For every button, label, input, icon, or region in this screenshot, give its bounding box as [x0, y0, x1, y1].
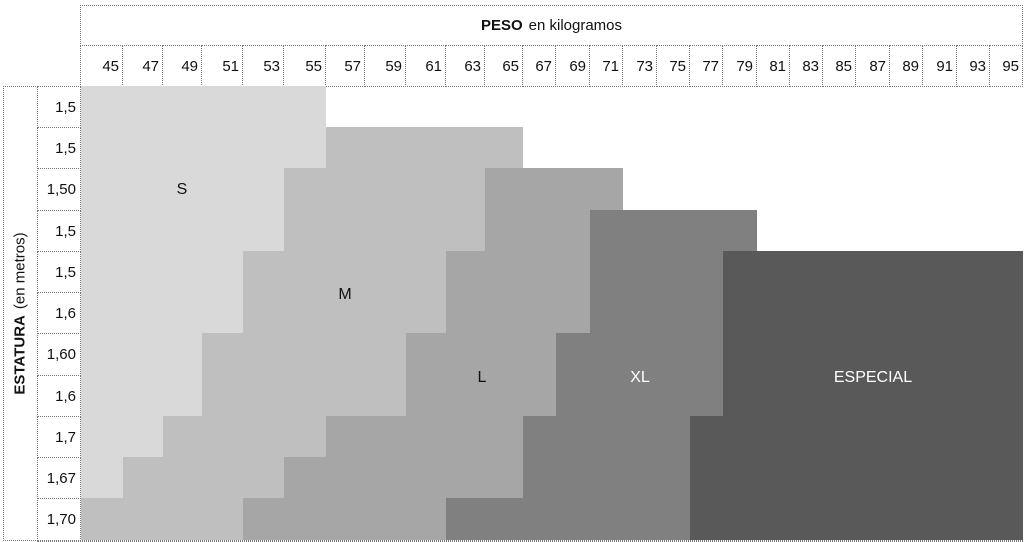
size-region-l [485, 168, 623, 211]
y-tick-label: 1,6 [37, 375, 81, 417]
y-tick-label: 1,60 [37, 333, 81, 376]
x-tick-label: 55 [283, 45, 326, 87]
size-region-m [81, 498, 243, 540]
x-tick-label: 81 [756, 45, 790, 87]
y-tick-label: 1,5 [37, 127, 81, 169]
size-region-s [81, 251, 243, 293]
size-region-s [81, 168, 284, 211]
size-region-especial [723, 292, 1023, 334]
size-region-m [202, 333, 406, 376]
size-region-xl [590, 210, 757, 252]
size-region-l [485, 210, 590, 252]
size-region-m [123, 457, 284, 499]
size-region-especial [723, 333, 1023, 376]
x-tick-label: 87 [855, 45, 890, 87]
x-tick-label: 91 [922, 45, 957, 87]
title-rest: en kilogramos [528, 17, 623, 34]
y-tick-label: 1,70 [37, 498, 81, 541]
size-region-especial [723, 375, 1023, 417]
size-region-l [284, 457, 523, 499]
size-region-l [243, 498, 446, 540]
y-tick-label: 1,5 [37, 86, 81, 128]
x-tick-label: 83 [789, 45, 823, 87]
size-region-s [81, 457, 123, 499]
size-region-m [326, 127, 523, 169]
size-region-especial [723, 251, 1023, 293]
chart-title: PESO en kilogramos [80, 5, 1023, 46]
x-tick-label: 75 [656, 45, 690, 87]
size-region-l [406, 375, 556, 417]
size-region-m [243, 292, 446, 334]
size-region-l [406, 333, 556, 376]
size-region-xl [523, 416, 690, 458]
x-tick-label: 59 [364, 45, 406, 87]
size-region-l [326, 416, 523, 458]
size-region-s [81, 333, 202, 376]
y-axis-label: ESTATURA (en metros) [3, 86, 38, 541]
size-region-m [243, 251, 446, 293]
size-label: XL [630, 369, 650, 386]
size-region-s [81, 292, 243, 334]
size-region-s [81, 375, 202, 417]
size-region-m [284, 168, 485, 211]
size-region-xl [590, 292, 723, 334]
size-region-xl [590, 251, 723, 293]
x-tick-label: 77 [689, 45, 723, 87]
size-region-especial [690, 457, 1023, 499]
x-tick-label: 45 [80, 45, 123, 87]
x-tick-label: 61 [405, 45, 446, 87]
size-label: S [176, 181, 188, 198]
x-tick-label: 65 [484, 45, 523, 87]
x-tick-label: 71 [589, 45, 623, 87]
size-region-l [446, 251, 590, 293]
x-tick-label: 93 [956, 45, 990, 87]
x-tick-label: 79 [722, 45, 757, 87]
x-tick-label: 89 [889, 45, 923, 87]
x-tick-label: 57 [325, 45, 365, 87]
size-region-s [81, 86, 326, 128]
size-region-l [446, 292, 590, 334]
size-region-xl [556, 375, 723, 417]
x-tick-label: 95 [989, 45, 1023, 87]
ylabel-rest: (en metros) [12, 232, 30, 310]
y-tick-label: 1,5 [37, 251, 81, 293]
title-bold: PESO [480, 17, 523, 34]
size-label: M [338, 286, 352, 303]
size-label: ESPECIAL [833, 369, 913, 386]
x-tick-label: 73 [622, 45, 657, 87]
size-region-m [163, 416, 326, 458]
x-tick-label: 53 [242, 45, 284, 87]
size-region-s [81, 210, 284, 252]
size-region-s [81, 127, 326, 169]
size-region-m [202, 375, 406, 417]
y-tick-label: 1,50 [37, 168, 81, 211]
x-tick-label: 49 [162, 45, 202, 87]
y-tick-label: 1,7 [37, 416, 81, 458]
size-region-xl [556, 333, 723, 376]
y-tick-label: 1,5 [37, 210, 81, 252]
size-label: L [477, 369, 487, 386]
size-region-s [81, 416, 163, 458]
x-tick-label: 63 [445, 45, 485, 87]
y-tick-label: 1,67 [37, 457, 81, 499]
x-tick-label: 51 [201, 45, 243, 87]
size-region-especial [690, 416, 1023, 458]
ylabel-bold: ESTATURA [12, 315, 30, 395]
x-tick-label: 85 [822, 45, 856, 87]
size-region-especial [690, 498, 1023, 540]
x-tick-label: 47 [122, 45, 163, 87]
y-tick-label: 1,6 [37, 292, 81, 334]
x-tick-label: 69 [555, 45, 590, 87]
size-region-xl [446, 498, 690, 540]
size-region-xl [523, 457, 690, 499]
size-region-m [284, 210, 485, 252]
x-tick-label: 67 [522, 45, 556, 87]
